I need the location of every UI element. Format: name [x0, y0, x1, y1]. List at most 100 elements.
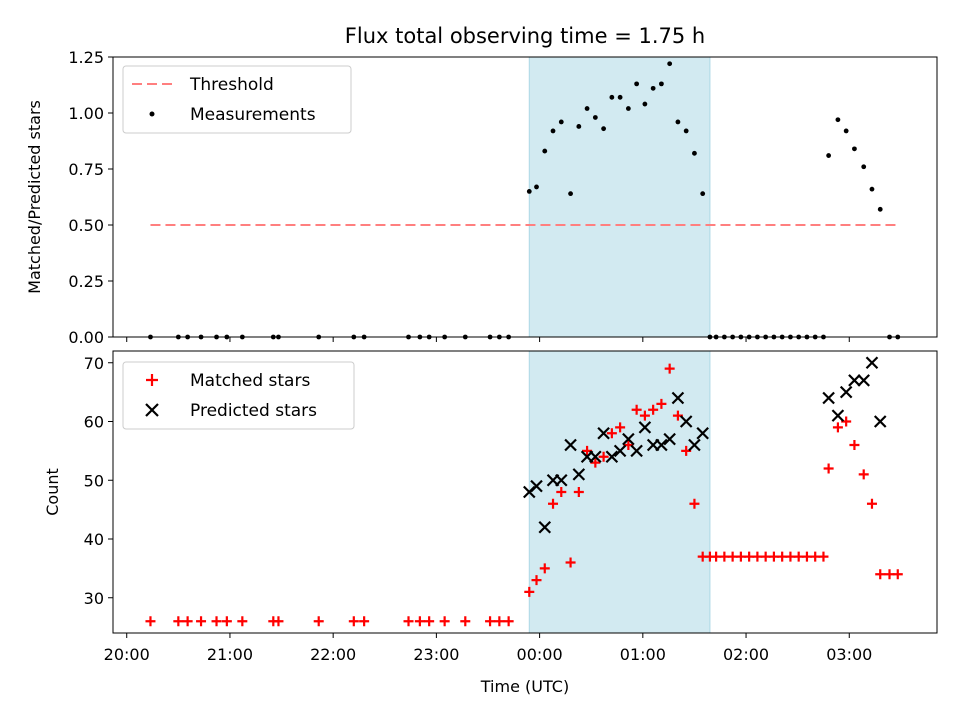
- bottom-x-tick-label: 03:00: [826, 645, 872, 664]
- measurement-point: [700, 191, 706, 197]
- matched-point: [403, 616, 414, 627]
- bottom-x-tick-label: 22:00: [310, 645, 356, 664]
- bottom-x-tick-label: 21:00: [207, 645, 253, 664]
- matched-point: [439, 616, 450, 627]
- legend-matched-swatch: [146, 374, 158, 386]
- matched-point: [689, 498, 700, 509]
- measurement-point: [877, 206, 883, 212]
- measurement-point: [534, 184, 539, 190]
- matched-point: [503, 616, 514, 627]
- measurement-point: [609, 94, 615, 100]
- predicted-point: [530, 479, 543, 493]
- predicted-point: [839, 385, 853, 399]
- measurement-point: [692, 150, 697, 156]
- measurement-point: [550, 128, 556, 134]
- predicted-point: [638, 421, 652, 434]
- measurement-point: [642, 101, 648, 107]
- matched-point: [414, 616, 425, 627]
- predicted-point: [688, 438, 701, 452]
- matched-point: [494, 616, 505, 627]
- bottom-y-tick-label: 30: [84, 589, 104, 608]
- x-axis-label: Time (UTC): [480, 677, 569, 696]
- matched-point: [182, 616, 193, 627]
- matched-point: [631, 404, 642, 415]
- bottom-legend: Matched stars Predicted stars: [122, 361, 355, 430]
- bottom-x-tick-label: 20:00: [104, 645, 150, 664]
- predicted-point: [630, 444, 643, 458]
- predicted-point: [564, 438, 577, 452]
- matched-point: [598, 451, 609, 462]
- legend-measurement-swatch: [149, 111, 155, 117]
- matched-point: [548, 498, 559, 509]
- bottom-plot-frame: [112, 350, 938, 634]
- top-x-ticks: [126, 337, 850, 342]
- matched-point: [875, 569, 886, 580]
- predicted-point: [696, 426, 709, 440]
- top-y-tick-label: 0.75: [68, 160, 104, 179]
- measurement-point: [659, 81, 664, 87]
- matched-point: [849, 440, 860, 450]
- matched-point: [237, 616, 248, 627]
- matched-point: [359, 616, 370, 627]
- matched-point: [348, 616, 359, 627]
- matched-point: [173, 616, 184, 627]
- matched-point: [145, 616, 156, 627]
- matched-point: [556, 487, 567, 497]
- matched-point: [656, 398, 667, 409]
- predicted-point: [589, 450, 602, 464]
- measurement-point: [617, 94, 623, 100]
- predicted-point: [613, 444, 627, 458]
- predicted-point: [679, 415, 693, 428]
- bottom-y-tick-label: 60: [84, 413, 104, 432]
- bottom-x-tick-label: 01:00: [620, 645, 666, 664]
- matched-point: [866, 498, 877, 509]
- top-y-tick-label: 1.25: [68, 48, 104, 67]
- matched-point: [221, 616, 232, 627]
- matched-point: [211, 616, 222, 627]
- measurement-point: [568, 191, 573, 197]
- measurement-point: [861, 164, 867, 170]
- bottom-y-tick-label: 70: [84, 354, 104, 373]
- predicted-point: [538, 520, 552, 534]
- bottom-legend-box: [122, 361, 355, 430]
- matched-point: [524, 586, 535, 597]
- top-y-tick-label: 0.00: [68, 328, 104, 347]
- measurement-point: [835, 117, 841, 123]
- matched-point: [639, 410, 650, 421]
- measurement-point: [683, 128, 689, 134]
- matched-point: [858, 469, 869, 480]
- top-y-axis-label: Matched/Predicted stars: [25, 100, 44, 294]
- matched-point: [648, 404, 659, 415]
- measurement-point: [601, 126, 607, 132]
- measurement-point: [576, 124, 582, 129]
- legend-measurement-label: Measurements: [190, 105, 316, 125]
- matched-point: [892, 569, 903, 580]
- measurement-point: [542, 148, 548, 154]
- matched-points: [145, 363, 903, 627]
- top-legend-box: [122, 65, 352, 134]
- bottom-panel: 30 40 50 60 70 20:00 21:00 22:00 23:00 00:00 01:0…: [43, 350, 938, 696]
- measurement-point: [584, 106, 590, 111]
- legend-predicted-swatch: [145, 403, 159, 417]
- bottom-x-tick-label: 00:00: [517, 645, 563, 664]
- predicted-point: [865, 356, 879, 370]
- top-highlight-span: [528, 56, 711, 338]
- top-legend: Threshold Measurements: [122, 65, 352, 134]
- predicted-point: [663, 432, 676, 446]
- top-panel: 0.00 0.25 0.50 0.75 1.00 1.25 Matched/Predict…: [25, 48, 938, 347]
- matched-point: [615, 422, 626, 433]
- chart-title: Flux total observing time = 1.75 h: [345, 24, 705, 48]
- matched-point: [832, 422, 843, 433]
- predicted-point: [848, 374, 861, 387]
- bottom-x-tick-label: 23:00: [413, 645, 459, 664]
- predicted-point: [873, 415, 887, 428]
- predicted-point: [605, 450, 619, 464]
- matched-point: [539, 563, 550, 574]
- legend-matched-label: Matched stars: [190, 371, 310, 391]
- legend-threshold-label: Threshold: [189, 75, 274, 95]
- top-y-tick-label: 0.50: [68, 216, 104, 235]
- matched-point: [664, 363, 675, 374]
- measurement-point: [634, 81, 640, 87]
- measurement-point: [667, 61, 673, 67]
